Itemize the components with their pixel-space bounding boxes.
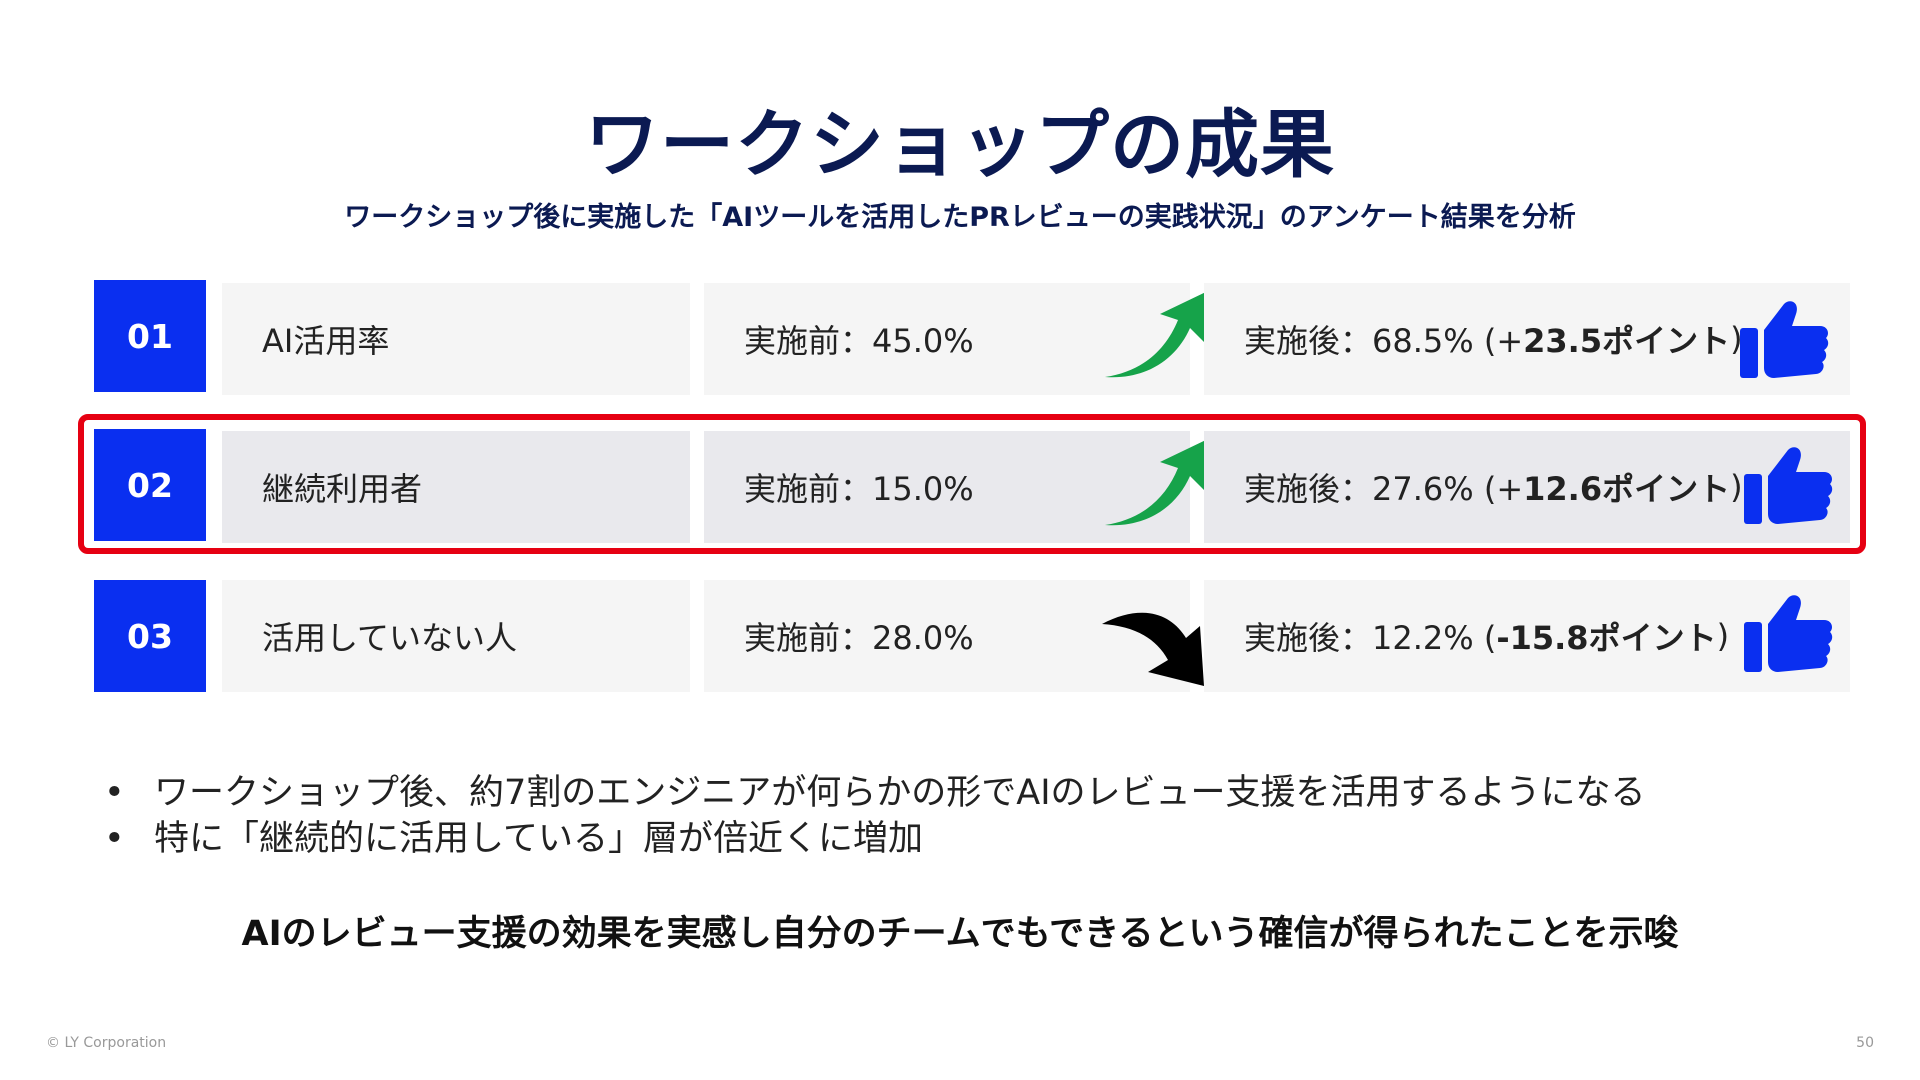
- bullet-marker: •: [104, 819, 125, 859]
- after-delta: 12.6ポイント: [1523, 470, 1731, 508]
- after-suffix: ): [1716, 617, 1730, 655]
- row-before-value: 実施前：28.0%: [704, 580, 1190, 692]
- row-label: 活用していない人: [222, 580, 690, 692]
- bullet-text: ワークショップ後、約7割のエンジニアが何らかの形でAIのレビュー支援を活用するよ…: [154, 773, 1646, 813]
- thumbs-up-icon: [1744, 447, 1833, 524]
- row-before-value: 実施前：15.0%: [704, 431, 1190, 543]
- after-suffix: ): [1730, 320, 1743, 358]
- conclusion-text: AIのレビュー支援の効果を実感し自分のチームでもできるという確信が得られたことを…: [241, 914, 1679, 954]
- slide-subtitle: ワークショップ後に実施した「AIツールを活用したPRレビューの実践状況」のアンケ…: [344, 202, 1576, 233]
- after-prefix: 実施後：12.2% (: [1244, 619, 1497, 657]
- green-curved-up-arrow-icon: [1105, 438, 1210, 526]
- row-number: 03: [94, 580, 206, 692]
- bullet-list: • ワークショップ後、約7割のエンジニアが何らかの形でAIのレビュー支援を活用す…: [104, 770, 1646, 862]
- after-delta: -15.8ポイント: [1496, 619, 1717, 657]
- bullet-item: • ワークショップ後、約7割のエンジニアが何らかの形でAIのレビュー支援を活用す…: [104, 770, 1646, 816]
- highlight-frame: [78, 414, 1866, 554]
- page-number: 50: [1856, 1035, 1874, 1051]
- row-label: 継続利用者: [222, 431, 690, 543]
- bullet-marker: •: [104, 773, 125, 813]
- after-prefix: 実施後：68.5% (+: [1244, 322, 1524, 360]
- thumbs-up-icon: [1744, 595, 1833, 672]
- bullet-text: 特に「継続的に活用している」層が倍近くに増加: [154, 819, 923, 859]
- row-after-value: 実施後：27.6% (+ 12.6ポイント): [1204, 431, 1850, 543]
- footer-copyright: © LY Corporation: [46, 1035, 167, 1051]
- green-curved-up-arrow-icon: [1105, 290, 1210, 378]
- after-suffix: ): [1730, 468, 1743, 506]
- row-label: AI活用率: [222, 283, 690, 395]
- thumbs-up-icon: [1740, 301, 1829, 378]
- after-delta: 23.5ポイント: [1523, 322, 1731, 360]
- after-prefix: 実施後：27.6% (+: [1244, 470, 1524, 508]
- black-curved-down-arrow-icon: [1102, 612, 1204, 686]
- row-before-value: 実施前：45.0%: [704, 283, 1190, 395]
- row-number: 01: [94, 280, 206, 392]
- slide-title: ワークショップの成果: [585, 102, 1335, 188]
- row-after-value: 実施後：12.2% (-15.8ポイント): [1204, 580, 1850, 692]
- bullet-item: • 特に「継続的に活用している」層が倍近くに増加: [104, 816, 1646, 862]
- row-number: 02: [94, 429, 206, 541]
